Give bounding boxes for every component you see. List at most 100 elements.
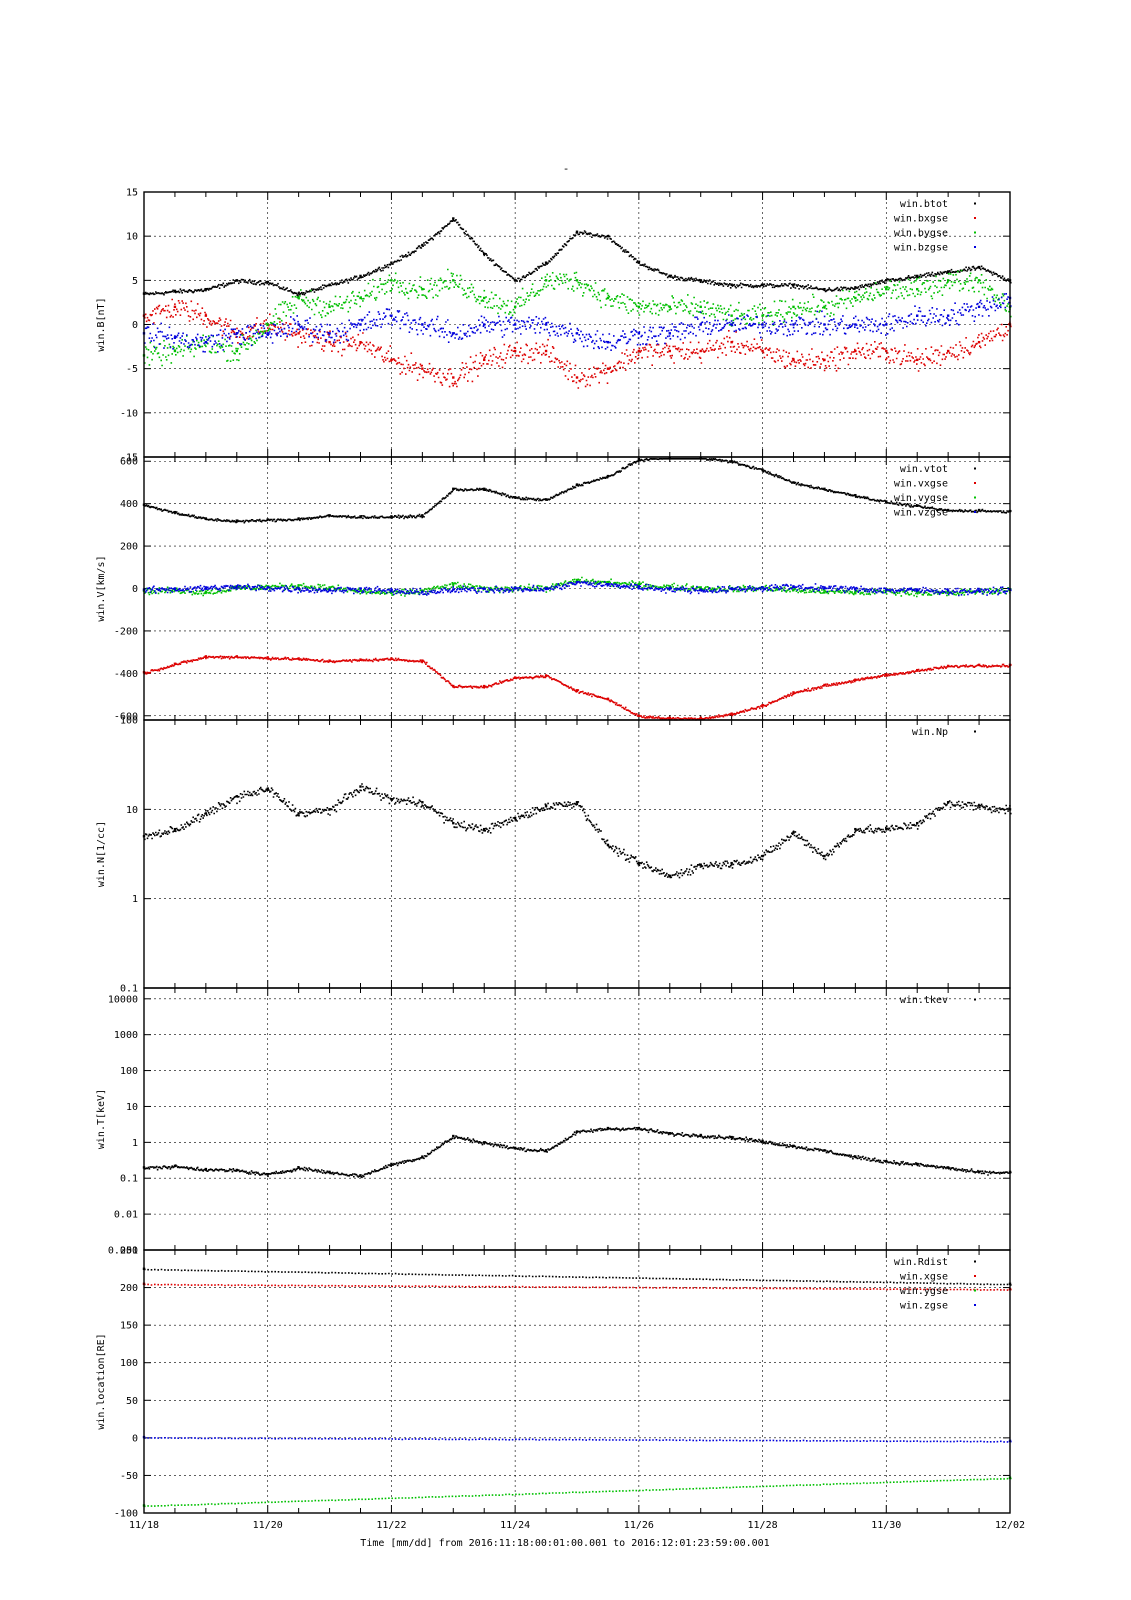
- y-tick-label: -15: [120, 453, 138, 464]
- legend-label: win.Rdist: [894, 1257, 948, 1268]
- data-point: [204, 812, 208, 815]
- data-point: [606, 1126, 610, 1130]
- data-point: [328, 305, 331, 309]
- legend-marker: [974, 246, 976, 248]
- data-point: [359, 515, 362, 518]
- panel-3: 100 10 1 0.1 win.Np win.N[1/cc]: [96, 716, 1012, 995]
- series-win-zgse: [142, 1435, 1012, 1443]
- data-point: [452, 487, 455, 491]
- y-tick-label: 50: [126, 1396, 138, 1407]
- y-tick-label: 150: [120, 1321, 138, 1332]
- x-axis-label: Time [mm/dd] from 2016:11:18:00:01:00.00…: [360, 1538, 769, 1549]
- data-point: [204, 1167, 208, 1171]
- data-point: [792, 588, 795, 591]
- data-point: [452, 583, 455, 586]
- legend-label: win.bygse: [894, 228, 948, 239]
- legend-label: win.xgse: [900, 1272, 948, 1283]
- x-tick-label: 11/22: [376, 1520, 406, 1531]
- legend-label: win.Np: [912, 727, 948, 738]
- data-point: [637, 305, 641, 309]
- data-point: [452, 376, 455, 379]
- data-point: [699, 305, 702, 309]
- series-win-bygse: [142, 268, 1012, 367]
- series-win-tkev: [142, 1126, 1012, 1179]
- x-tick-label: 11/18: [129, 1520, 159, 1531]
- data-point: [946, 589, 950, 592]
- data-point: [390, 589, 393, 592]
- data-point: [668, 332, 671, 335]
- data-point: [699, 349, 702, 353]
- data-point: [730, 323, 733, 326]
- data-point: [699, 586, 702, 589]
- data-point: [575, 689, 579, 692]
- data-point: [792, 831, 795, 834]
- series-win-vzgse: [142, 580, 1012, 597]
- data-point: [606, 843, 610, 847]
- y-tick-label: 0: [132, 320, 138, 331]
- data-point: [421, 287, 424, 291]
- data-point: [483, 358, 486, 362]
- y-axis-label: win.location[RE]: [96, 1333, 107, 1429]
- legend-marker: [974, 202, 976, 205]
- series-trace: [144, 576, 1012, 598]
- plot-frame: [143, 987, 1011, 1251]
- y-tick-label: -200: [114, 626, 138, 637]
- series-win-btot: [142, 217, 1012, 297]
- y-tick-label: -10: [120, 408, 138, 419]
- data-point: [977, 340, 981, 344]
- panel-5: 250200150100500-50-100win.Rdistwin.xgsew…: [96, 1246, 1012, 1520]
- data-point: [792, 585, 795, 588]
- data-point: [668, 305, 671, 309]
- data-point: [452, 684, 455, 688]
- data-point: [235, 349, 238, 353]
- legend-label: win.zgse: [900, 1301, 948, 1312]
- data-point: [421, 367, 424, 370]
- data-point: [854, 827, 857, 831]
- y-tick-label: -600: [114, 711, 138, 722]
- data-point: [977, 305, 981, 309]
- data-point: [792, 358, 795, 362]
- data-point: [421, 514, 424, 517]
- data-point: [885, 827, 888, 831]
- data-point: [297, 812, 300, 815]
- data-point: [297, 584, 300, 587]
- y-tick-label: 200: [120, 542, 138, 553]
- data-point: [730, 1135, 733, 1139]
- data-point: [854, 349, 857, 353]
- data-point: [854, 296, 857, 300]
- plot-frame: [143, 1249, 1011, 1514]
- series-win-Np: [142, 783, 1012, 879]
- data-point: [544, 1149, 548, 1152]
- data-point: [606, 580, 610, 584]
- data-point: [513, 349, 517, 353]
- data-point: [544, 279, 548, 282]
- series-trace: [144, 1477, 1012, 1508]
- data-point: [483, 323, 486, 326]
- data-point: [606, 296, 610, 300]
- data-point: [730, 861, 733, 865]
- data-point: [761, 586, 764, 589]
- legend-label: win.vygse: [894, 493, 948, 504]
- data-point: [668, 349, 671, 353]
- series-win-bxgse: [142, 298, 1012, 389]
- y-tick-label: -400: [114, 669, 138, 680]
- data-point: [452, 279, 455, 282]
- data-point: [854, 587, 857, 590]
- data-point: [544, 674, 548, 677]
- legend-marker: [974, 467, 976, 470]
- data-point: [483, 296, 486, 300]
- data-point: [173, 587, 177, 590]
- legend: win.Rdist win.xgse win.ygse win.zgse: [894, 1257, 976, 1312]
- data-point: [235, 332, 238, 335]
- data-point: [761, 323, 764, 326]
- data-point: [575, 578, 579, 582]
- x-tick-label: 11/26: [624, 1520, 654, 1531]
- y-axis-label: win.B[nT]: [96, 297, 107, 351]
- data-point: [173, 827, 177, 831]
- legend-marker: [974, 231, 976, 234]
- y-tick-label: 5: [132, 276, 138, 287]
- data-point: [761, 854, 764, 858]
- series-trace: [144, 458, 1012, 524]
- plot-frame: [143, 719, 1011, 989]
